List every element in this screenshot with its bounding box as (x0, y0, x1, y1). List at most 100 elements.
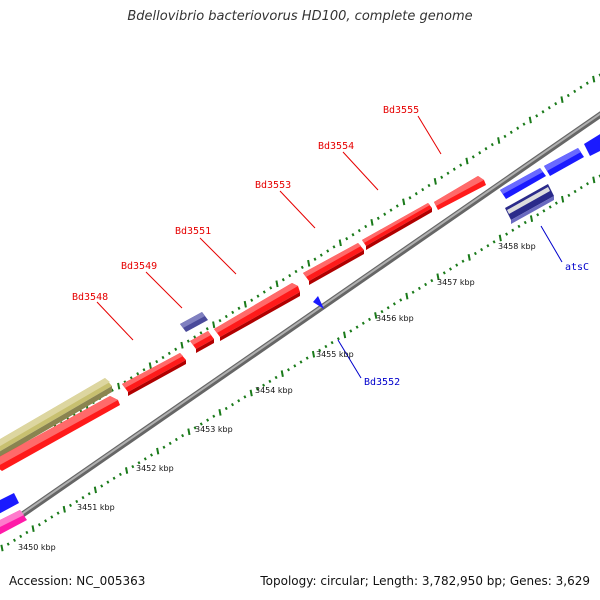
minor-tick (231, 310, 235, 315)
minor-tick (131, 464, 135, 469)
minor-tick (12, 538, 17, 542)
minor-tick (473, 251, 477, 256)
minor-tick (511, 228, 515, 232)
minor-tick (330, 340, 334, 345)
major-tick (498, 234, 502, 242)
gene-olive (0, 378, 112, 458)
major-tick (560, 96, 564, 103)
minor-tick (255, 387, 259, 391)
minor-tick (345, 237, 349, 241)
minor-tick (294, 269, 298, 274)
gene-reverse-2 (544, 148, 584, 176)
minor-tick (516, 126, 520, 130)
minor-tick (293, 364, 297, 368)
gene-dark (180, 312, 208, 332)
minor-tick (299, 360, 303, 364)
minor-tick (478, 151, 482, 155)
minor-tick (56, 511, 60, 515)
gene-bd3549 (190, 331, 214, 353)
major-tick (0, 544, 4, 552)
minor-tick (237, 306, 241, 310)
minor-tick (199, 331, 203, 335)
minor-tick (319, 253, 323, 257)
major-tick (561, 195, 565, 203)
scale-label-3455: 3455 kbp (316, 350, 354, 359)
minor-tick (81, 495, 85, 500)
gene-reverse-3 (584, 134, 600, 156)
scale-label-3457: 3457 kbp (437, 278, 475, 287)
major-tick (405, 292, 409, 300)
minor-tick (351, 233, 355, 237)
minor-tick (87, 492, 91, 496)
minor-tick (199, 422, 203, 426)
minor-tick (142, 368, 146, 372)
minor-tick (205, 327, 209, 331)
major-tick (467, 254, 471, 261)
minor-tick (218, 318, 222, 323)
accession-text: Accession: NC_005363 (9, 574, 146, 588)
minor-tick (75, 499, 79, 504)
genome-title: Bdellovibrio bacteriovorus HD100, comple… (127, 9, 473, 24)
major-tick (249, 389, 253, 397)
major-tick (180, 341, 184, 349)
minor-tick (237, 399, 241, 403)
major-tick (31, 525, 35, 532)
major-tick (374, 312, 378, 319)
major-tick (117, 382, 121, 390)
gene-bd3555 (434, 176, 486, 210)
minor-tick (424, 282, 428, 287)
minor-tick (386, 306, 390, 310)
major-tick (592, 176, 596, 184)
major-tick (218, 409, 222, 416)
minor-tick (376, 216, 380, 220)
minor-tick (37, 523, 41, 527)
minor-tick (168, 441, 172, 446)
minor-tick (300, 265, 304, 270)
major-tick (62, 505, 66, 513)
minor-tick (112, 476, 116, 480)
minor-tick (579, 85, 583, 89)
minor-tick (6, 542, 10, 546)
gene-label-atsc: atsC (565, 262, 589, 273)
minor-tick (25, 530, 29, 535)
minor-tick (383, 212, 387, 216)
minor-tick (288, 273, 292, 278)
major-tick (156, 447, 160, 455)
major-tick (125, 467, 129, 474)
minor-tick (313, 257, 317, 261)
gene-label-bd3554: Bd3554 (318, 141, 354, 152)
minor-tick (471, 155, 475, 159)
major-tick (338, 239, 342, 247)
minor-tick (174, 347, 178, 351)
minor-tick (459, 163, 463, 167)
minor-tick (137, 461, 141, 465)
minor-tick (193, 335, 197, 339)
minor-tick (517, 224, 521, 229)
major-tick (592, 75, 596, 83)
major-tick (529, 215, 534, 222)
scale-label-3458: 3458 kbp (498, 242, 536, 251)
minor-tick (332, 245, 336, 249)
minor-tick (573, 89, 577, 94)
minor-tick (224, 406, 228, 411)
minor-tick (268, 379, 272, 384)
minor-tick (150, 453, 153, 457)
minor-tick (349, 329, 353, 333)
minor-tick (324, 344, 328, 349)
minor-tick (186, 339, 190, 343)
minor-tick (452, 167, 456, 171)
major-tick (370, 219, 374, 226)
scale-label-3451: 3451 kbp (77, 503, 115, 512)
minor-tick (484, 147, 488, 151)
gene-label-bd3552: Bd3552 (364, 377, 400, 388)
gene-label-bd3553: Bd3553 (255, 180, 291, 191)
major-tick (212, 321, 216, 329)
minor-tick (541, 110, 545, 114)
minor-tick (355, 325, 359, 329)
gene-reverse-1 (500, 168, 546, 199)
minor-tick (579, 185, 583, 190)
genome-backbone (0, 111, 600, 534)
minor-tick (50, 515, 54, 519)
minor-tick (281, 278, 285, 282)
